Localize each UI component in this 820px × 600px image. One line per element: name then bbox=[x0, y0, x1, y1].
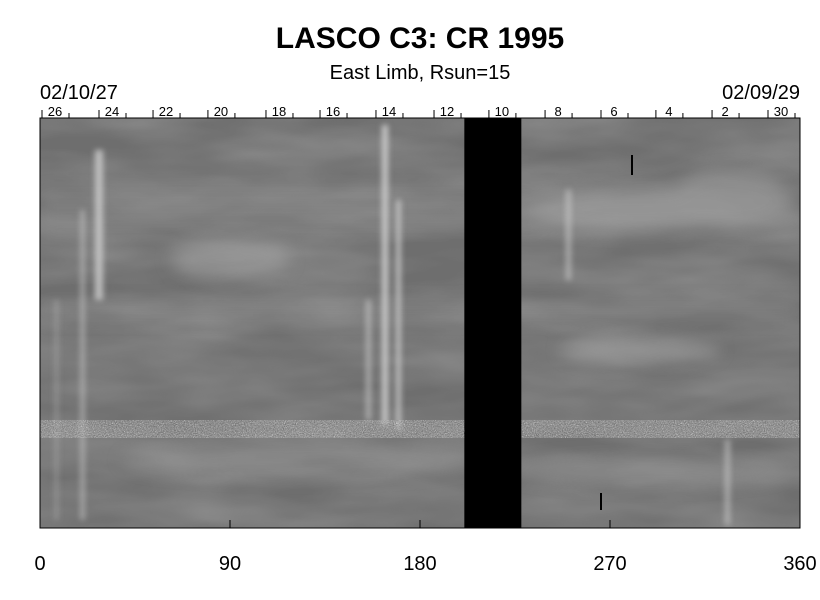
x-tick-label: 270 bbox=[593, 553, 626, 575]
top-tick-label: 12 bbox=[440, 104, 454, 119]
top-tick-label: 2 bbox=[721, 104, 728, 119]
chart-title: LASCO C3: CR 1995 bbox=[276, 22, 564, 55]
top-tick-label: 14 bbox=[382, 104, 396, 119]
top-tick-label: 22 bbox=[159, 104, 173, 119]
top-tick-label: 16 bbox=[326, 104, 340, 119]
chart-subtitle: East Limb, Rsun=15 bbox=[330, 62, 511, 84]
data-gap bbox=[464, 118, 522, 528]
top-tick-label: 10 bbox=[495, 104, 509, 119]
end-date: 02/09/29 bbox=[722, 82, 800, 104]
cme-streaks bbox=[55, 125, 730, 525]
x-tick-label: 360 bbox=[783, 553, 816, 575]
top-tick-label: 18 bbox=[272, 104, 286, 119]
top-tick-label: 30 bbox=[774, 104, 788, 119]
top-tick-label: 24 bbox=[105, 104, 119, 119]
occulter-noise-band bbox=[40, 420, 800, 438]
start-date: 02/10/27 bbox=[40, 82, 118, 104]
synoptic-map bbox=[40, 118, 800, 528]
coronal-features bbox=[40, 170, 800, 486]
x-tick-label: 0 bbox=[34, 553, 45, 575]
x-tick-label: 90 bbox=[219, 553, 241, 575]
observation-marks bbox=[600, 155, 633, 510]
top-tick-label: 6 bbox=[610, 104, 617, 119]
top-tick-label: 26 bbox=[48, 104, 62, 119]
top-tick-label: 20 bbox=[214, 104, 228, 119]
x-tick-label: 180 bbox=[403, 553, 436, 575]
top-tick-label: 4 bbox=[665, 104, 672, 119]
top-tick-label: 8 bbox=[554, 104, 561, 119]
